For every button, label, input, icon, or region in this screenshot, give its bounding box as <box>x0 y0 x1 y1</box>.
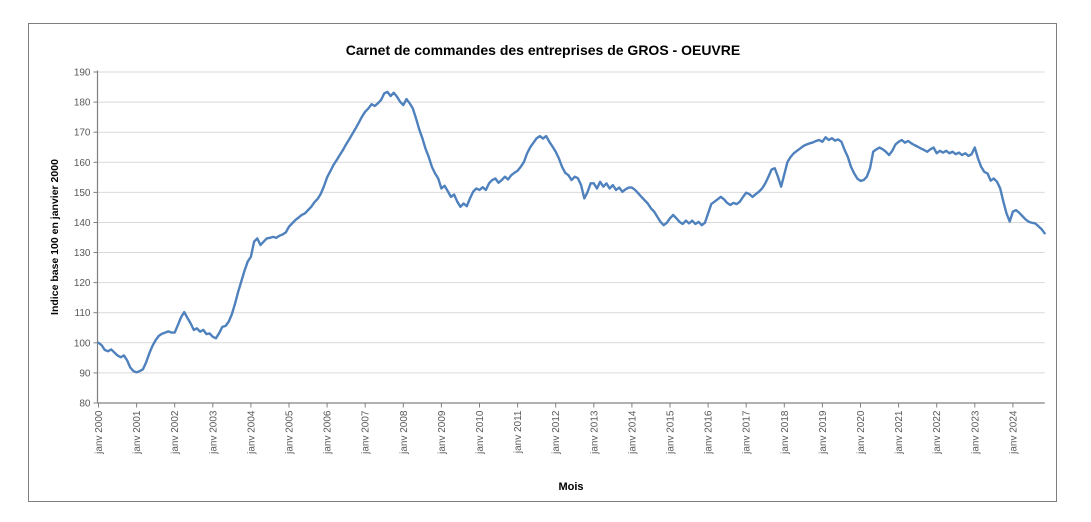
x-tick-label: janv 2015 <box>666 410 677 455</box>
x-tick-label: janv 2006 <box>323 410 334 455</box>
x-tick-label: janv 2020 <box>856 410 867 455</box>
x-tick-label: janv 2013 <box>589 410 600 455</box>
y-tick-label: 90 <box>79 368 91 379</box>
chart-title: Carnet de commandes des entreprises de G… <box>345 42 741 58</box>
y-tick-label: 140 <box>74 218 91 229</box>
data-series-line <box>97 90 1046 374</box>
x-tick-label: janv 2014 <box>627 410 638 455</box>
y-tick-label: 150 <box>74 188 91 199</box>
x-tick-label: janv 2001 <box>132 410 143 455</box>
x-tick-label: janv 2012 <box>551 410 562 455</box>
x-tick-label: janv 2019 <box>818 410 829 455</box>
y-tick-label: 190 <box>74 68 91 79</box>
y-tick-label: 100 <box>74 338 91 349</box>
x-tick-label: janv 2018 <box>780 410 791 455</box>
y-tick-label: 120 <box>74 278 91 289</box>
x-tick-label: janv 2004 <box>246 410 257 455</box>
y-tick-label: 130 <box>74 248 91 259</box>
y-axis-title: Indice base 100 en janvier 2000 <box>49 159 61 315</box>
x-tick-label: janv 2024 <box>1008 410 1019 455</box>
x-tick-label: janv 2016 <box>704 410 715 455</box>
x-tick-label: janv 2005 <box>285 410 296 455</box>
x-tick-label: janv 2002 <box>170 410 181 455</box>
y-tick-label: 110 <box>75 308 91 319</box>
x-tick-label: janv 2009 <box>437 410 448 455</box>
x-tick-label: janv 2017 <box>742 410 753 455</box>
x-tick-label: janv 2007 <box>361 410 372 455</box>
x-tick-label: janv 2003 <box>208 410 219 455</box>
y-tick-label: 170 <box>74 128 91 139</box>
x-axis-title: Mois <box>558 481 584 493</box>
figure-border <box>28 23 1057 502</box>
x-tick-label: janv 2021 <box>894 410 905 455</box>
x-tick-label: janv 2008 <box>399 410 410 455</box>
x-tick-label: janv 2022 <box>932 410 943 455</box>
y-tick-label: 80 <box>79 399 91 410</box>
y-tick-label: 180 <box>74 98 91 109</box>
y-tick-label: 160 <box>74 158 91 169</box>
x-tick-label: janv 2023 <box>970 410 981 455</box>
x-tick-label: janv 2010 <box>475 410 486 455</box>
x-tick-label: janv 2011 <box>513 410 524 454</box>
x-tick-label: janv 2000 <box>94 410 105 455</box>
